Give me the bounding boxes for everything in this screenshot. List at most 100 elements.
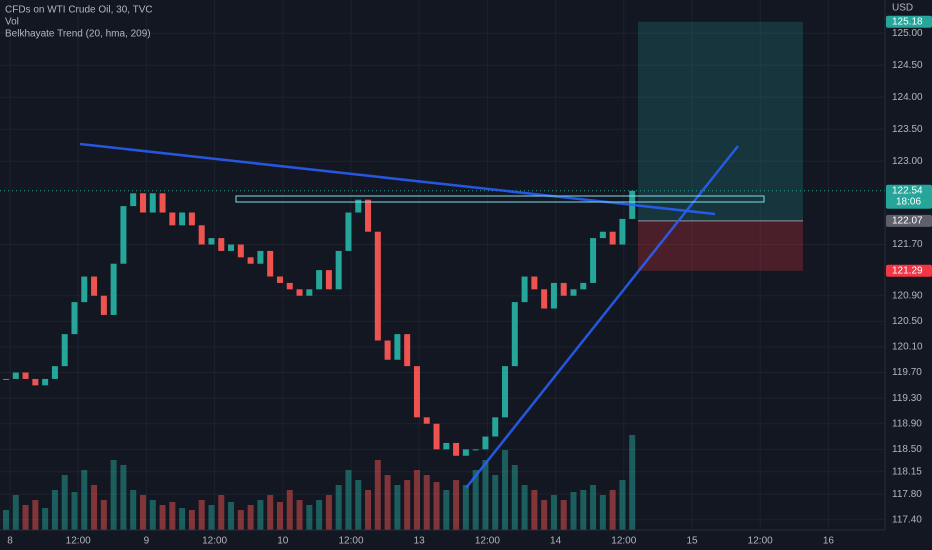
indicator: Vol xyxy=(5,17,19,28)
trend-line xyxy=(465,145,739,489)
candle xyxy=(492,417,499,437)
candle xyxy=(511,302,518,367)
price-tag-label: 122.54 xyxy=(892,185,923,196)
x-tick-label: 16 xyxy=(823,536,835,547)
x-tick-label: 13 xyxy=(414,536,426,547)
candle xyxy=(541,289,548,309)
candle xyxy=(296,289,303,296)
candle xyxy=(599,231,606,239)
candle xyxy=(531,276,538,290)
volume-bar xyxy=(22,505,29,530)
price-tag xyxy=(886,184,932,209)
loss-zone xyxy=(638,220,803,271)
price-tag-label: 122.07 xyxy=(892,215,923,226)
candle xyxy=(179,212,186,226)
volume-bar xyxy=(257,500,264,530)
volume-bar xyxy=(61,475,68,530)
volume-bar xyxy=(42,508,49,530)
candle xyxy=(394,334,401,360)
y-tick-label: 118.50 xyxy=(892,444,922,455)
candle xyxy=(335,250,342,290)
candle xyxy=(247,257,254,264)
volume-bar xyxy=(130,490,137,530)
candle xyxy=(482,436,489,450)
candle xyxy=(462,449,469,456)
candle xyxy=(609,231,616,245)
volume-bar xyxy=(609,490,616,530)
volume-bar xyxy=(599,495,606,530)
candle xyxy=(3,378,9,380)
volume-bar xyxy=(218,495,225,530)
volume-bar xyxy=(91,485,98,530)
y-tick-label: 120.10 xyxy=(892,342,923,353)
candle xyxy=(306,289,313,296)
candle xyxy=(61,334,68,367)
candle xyxy=(42,378,49,386)
x-tick-label: 12:00 xyxy=(338,536,363,547)
y-tick-label: 120.50 xyxy=(892,316,923,327)
candle xyxy=(286,282,293,290)
y-tick-label: 117.80 xyxy=(892,489,922,500)
ticks: 125.00 124.50 124.00 123.50 123.00 121.70 120.… xyxy=(7,15,932,547)
y-tick-label: 124.00 xyxy=(892,92,923,103)
volume-bar xyxy=(335,485,342,530)
candle xyxy=(110,263,117,315)
candle xyxy=(560,282,567,296)
y-tick-label: 118.15 xyxy=(892,466,922,477)
candle xyxy=(22,372,29,379)
volume-bar xyxy=(159,505,166,530)
volume-bar xyxy=(472,470,479,530)
volume-bar xyxy=(110,460,117,530)
candle xyxy=(590,238,597,283)
candle xyxy=(159,193,166,213)
volume-bar xyxy=(139,495,146,530)
volume-bar xyxy=(570,492,577,530)
position-tool xyxy=(0,21,885,271)
candle xyxy=(130,193,137,207)
volume-bar xyxy=(51,490,58,530)
rectangle xyxy=(235,195,765,203)
volume-bar xyxy=(365,490,372,530)
volume-bar xyxy=(355,480,362,530)
volume-bar xyxy=(267,495,274,530)
volume-bar xyxy=(492,475,499,530)
volume-bar xyxy=(32,500,39,530)
y-tick-label: 121.70 xyxy=(892,239,923,250)
volume-bar xyxy=(580,490,587,530)
y-tick-label: 123.50 xyxy=(892,124,923,135)
volume-bar xyxy=(296,500,303,530)
volume-bar xyxy=(198,500,205,530)
volume-bar xyxy=(453,480,460,530)
price-tag xyxy=(886,15,932,28)
price-tag-label: 121.29 xyxy=(892,265,923,276)
volume-bar xyxy=(237,510,244,530)
candle xyxy=(413,366,420,418)
candle xyxy=(365,199,372,232)
volume-bar xyxy=(12,495,19,530)
candle xyxy=(267,250,274,277)
x-tick-label: 12:00 xyxy=(66,536,91,547)
volume-bar xyxy=(81,470,88,530)
volume-bar xyxy=(443,490,450,530)
candles xyxy=(3,190,636,456)
candle xyxy=(550,282,557,309)
y-tick-label: 118.90 xyxy=(892,418,922,429)
y-tick-label: 124.50 xyxy=(892,60,923,71)
candle xyxy=(502,366,509,418)
candle xyxy=(276,276,283,283)
candle xyxy=(149,193,156,213)
volume-bar xyxy=(228,502,235,530)
candle xyxy=(580,282,587,290)
volume-bar xyxy=(3,510,9,530)
volume-bar xyxy=(208,505,215,530)
candle xyxy=(237,244,244,258)
volume-bar xyxy=(413,470,420,530)
candle xyxy=(521,276,528,303)
y-tick-label: 120.90 xyxy=(892,290,923,301)
candle xyxy=(51,366,58,379)
grid xyxy=(0,0,885,530)
chart-title: CFDs on WTI Crude Oil, 30, TVC xyxy=(5,5,153,16)
candle xyxy=(228,244,235,251)
candle xyxy=(257,250,264,264)
